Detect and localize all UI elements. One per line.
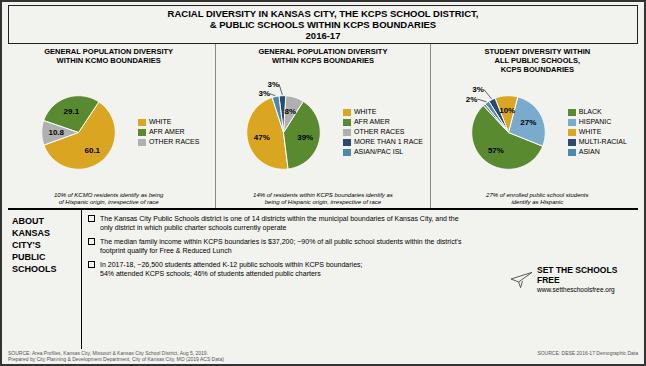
svg-text:39%: 39%: [297, 133, 313, 142]
svg-text:27%: 27%: [520, 118, 536, 127]
html-text:MULTI-RACIAL: MULTI-RACIAL: [578, 138, 627, 145]
svg-text:47%: 47%: [254, 133, 270, 142]
svg-text:60.1: 60.1: [84, 146, 100, 155]
html-text:SOURCE: DESE 2016-17 Demograph: SOURCE: DESE 2016-17 Demographic Data: [537, 350, 638, 356]
html-text:GENERAL POPULATION DIVERSITY W: GENERAL POPULATION DIVERSITY WITHIN KCMO…: [44, 47, 174, 65]
html-text:BLACK: BLACK: [578, 108, 602, 115]
svg-text:3%: 3%: [472, 85, 484, 94]
html-text:OTHER RACES: OTHER RACES: [148, 138, 200, 145]
html-text:GENERAL POPULATION DIVERSITY W: GENERAL POPULATION DIVERSITY WITHIN KCPS…: [258, 47, 388, 65]
svg-text:10%: 10%: [499, 106, 515, 115]
svg-text:29.1: 29.1: [63, 107, 79, 116]
html-text:The Kansas City Public Schools: The Kansas City Public Schools district …: [100, 215, 459, 231]
html-text:27% of enrolled public school: 27% of enrolled public school students i…: [486, 192, 589, 205]
html-text:In 2017-18, ~26,500 students a: In 2017-18, ~26,500 students attended K-…: [100, 261, 363, 277]
html-text:www.settheschoolsfree.org: www.settheschoolsfree.org: [537, 286, 615, 293]
html-text:SET THE SCHOOLS FREE: SET THE SCHOOLS FREE: [537, 265, 618, 285]
html-text:10% of KCMO residents identify: 10% of KCMO residents identify as being …: [54, 192, 164, 205]
html-text:WHITE: WHITE: [148, 118, 172, 125]
html-text:AFR AMER: AFR AMER: [353, 118, 390, 125]
html-text:HISPANIC: HISPANIC: [578, 118, 612, 125]
svg-text:3%: 3%: [258, 89, 270, 98]
html-text:STUDENT DIVERSITY WITHIN ALL P: STUDENT DIVERSITY WITHIN ALL PUBLIC SCHO…: [484, 47, 591, 74]
html-text:SOURCE: Area Profiles, Kansas: SOURCE: Area Profiles, Kansas City, Miss…: [8, 350, 224, 362]
html-text:ASIAN/PAC ISL: ASIAN/PAC ISL: [353, 148, 404, 155]
html-text:14% of residents within KCPS b: 14% of residents within KCPS boundaries …: [253, 192, 393, 205]
svg-text:8%: 8%: [285, 107, 297, 116]
html-text:MORE THAN 1 RACE: MORE THAN 1 RACE: [353, 138, 423, 145]
svg-text:3%: 3%: [267, 80, 279, 89]
html-text:OTHER RACES: OTHER RACES: [353, 128, 405, 135]
html-text:AFR AMER: AFR AMER: [148, 128, 185, 135]
html-text:ASIAN: ASIAN: [578, 148, 600, 155]
svg-text:57%: 57%: [488, 146, 504, 155]
html-text:WHITE: WHITE: [578, 128, 602, 135]
svg-text:10.8: 10.8: [48, 128, 64, 137]
html-text:WHITE: WHITE: [353, 108, 377, 115]
svg-text:2%: 2%: [465, 95, 477, 104]
html-text:The median family income withi: The median family income within KCPS bou…: [100, 238, 462, 254]
html-text:RACIAL DIVERSITY IN KANSAS CIT: RACIAL DIVERSITY IN KANSAS CITY, THE KCP…: [167, 8, 479, 41]
html-text:ABOUT KANSAS CITY'S PUBLIC SCH: ABOUT KANSAS CITY'S PUBLIC SCHOOLS: [12, 216, 57, 274]
